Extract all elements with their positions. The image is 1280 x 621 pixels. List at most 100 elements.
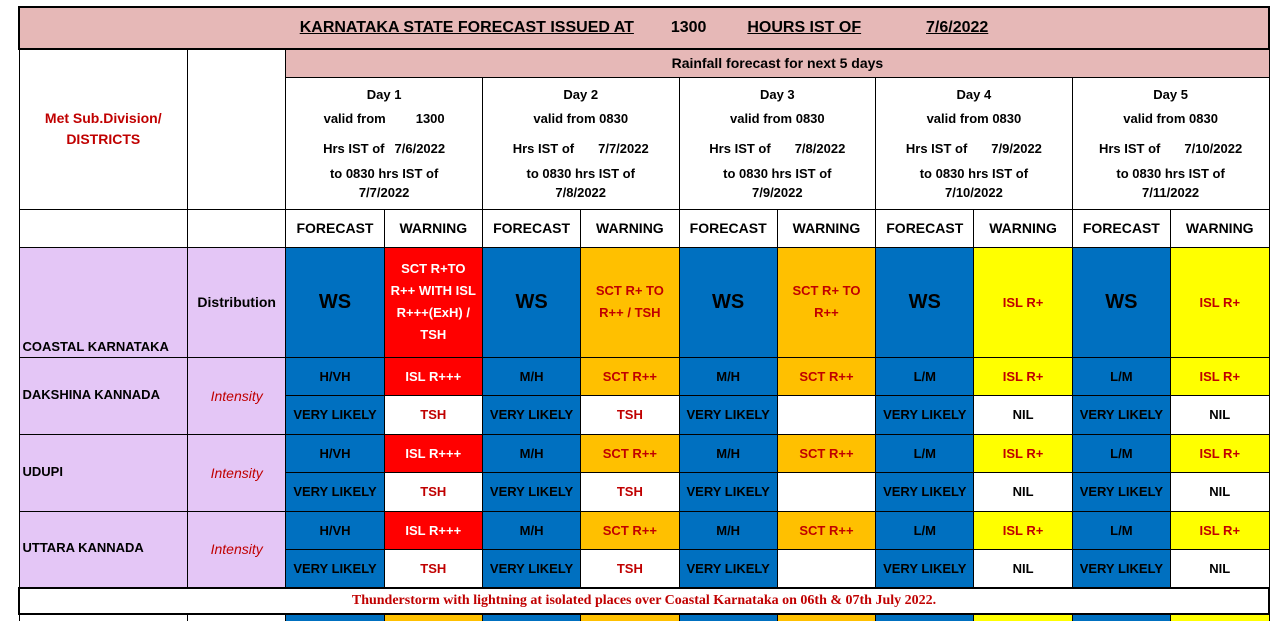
intensity-forecast: H/VH: [285, 356, 385, 396]
to-line: to 0830 hrs IST of: [723, 166, 832, 181]
thunderstorm-warning: NIL: [973, 471, 1073, 512]
valid-from-label: valid from 0830: [926, 111, 1022, 126]
day-title: Day 1: [366, 87, 402, 102]
distribution-warning: SCT R+ TO R++: [776, 246, 877, 358]
intensity-warning: SCT R++: [580, 433, 680, 473]
valid-date: 7/7/2022: [598, 141, 649, 156]
thunderstorm-warning: [776, 394, 877, 435]
thunderstorm-likelihood: VERY LIKELY: [875, 394, 975, 435]
intensity-warning: ISL R+: [973, 356, 1073, 396]
intensity-forecast: L/M: [1071, 356, 1172, 396]
distribution-warning: ISL R+: [973, 246, 1073, 358]
valid-from-label: valid from 0830: [533, 111, 629, 126]
issue-time: 1300: [670, 19, 707, 36]
blank-header-cell: [187, 48, 287, 210]
valid-from-label: valid from: [323, 111, 386, 126]
distribution-forecast: WS: [1071, 246, 1172, 358]
thunderstorm-likelihood: VERY LIKELY: [1071, 548, 1172, 589]
intensity-warning: SCT R++: [580, 356, 680, 396]
hrs-ist-label: Hrs IST of: [323, 141, 385, 156]
blank-subheader-cell: [18, 208, 189, 248]
thunderstorm-likelihood: VERY LIKELY: [285, 471, 385, 512]
intensity-forecast: M/H: [481, 356, 582, 396]
to-line: to 0830 hrs IST of: [526, 166, 635, 181]
forecast-sheet: KARNATAKA STATE FORECAST ISSUED AT 1300 …: [18, 6, 1270, 621]
intensity-warning: ISL R+: [1170, 433, 1270, 473]
thunderstorm-likelihood: VERY LIKELY: [1071, 471, 1172, 512]
thunderstorm-note: Thunderstorm with lightning at isolated …: [18, 587, 1270, 615]
to-line: to 0830 hrs IST of: [919, 166, 1029, 181]
valid-date: 7/10/2022: [1184, 141, 1243, 156]
day-title: Day 5: [1153, 87, 1188, 102]
thunderstorm-likelihood: VERY LIKELY: [285, 394, 385, 435]
forecast-column-header: FORECAST: [481, 208, 582, 248]
intensity-warning: ISL R+++: [383, 433, 483, 473]
distribution-warning: SCT R+ TO R++ / TSH: [580, 246, 680, 358]
thunderstorm-warning: TSH: [580, 548, 680, 589]
forecast-title: KARNATAKA STATE FORECAST ISSUED AT 1300 …: [18, 6, 1270, 50]
day-1-validity: Day 1 valid from 1300 Hrs IST of 7/6/2022 to …: [285, 76, 483, 210]
intensity-forecast: L/M: [1071, 433, 1172, 473]
intensity-forecast: H/VH: [285, 510, 385, 550]
to-date: 7/7/2022: [358, 185, 410, 200]
district-thunderstorm-row: VERY LIKELY TSH VERY LIKELY TSH VERY LIKELY V…: [19, 471, 1270, 512]
intensity-forecast: M/H: [481, 510, 582, 550]
forecast-column-header: FORECAST: [285, 208, 385, 248]
valid-date: 7/6/2022: [394, 141, 446, 156]
district-name: DAKSHINA KANNADA: [18, 356, 189, 435]
districts-label: DISTRICTS: [66, 131, 141, 148]
warning-column-header: WARNING: [1170, 208, 1270, 248]
warning-column-header: WARNING: [973, 208, 1073, 248]
intensity-forecast: L/M: [1071, 510, 1172, 550]
valid-date: 7/8/2022: [794, 141, 846, 156]
warning-column-header: WARNING: [776, 208, 877, 248]
distribution-warning: ISL R+: [1170, 246, 1270, 358]
forecast-column-header: FORECAST: [678, 208, 778, 248]
met-subdivision-header: Met Sub.Division/ DISTRICTS: [18, 48, 189, 210]
hrs-ist-line: Hrs IST of 7/6/2022: [287, 134, 482, 164]
district-thunderstorm-row: VERY LIKELY TSH VERY LIKELY TSH VERY LIKELY V…: [19, 548, 1270, 589]
thunderstorm-warning: NIL: [1170, 394, 1270, 435]
thunderstorm-likelihood: VERY LIKELY: [875, 471, 975, 512]
thunderstorm-likelihood: VERY LIKELY: [875, 548, 975, 589]
distribution-forecast: WS: [875, 246, 975, 358]
hrs-ist-label: Hrs IST of: [709, 141, 771, 156]
day-validity-row: Day 1 valid from 1300 Hrs IST of 7/6/2022 to …: [19, 76, 1270, 210]
to-line: to 0830 hrs IST of: [329, 166, 439, 181]
rainfall-heading: Rainfall forecast for next 5 days: [285, 48, 1270, 78]
forecast-body: COASTAL KARNATAKA Distribution WS SCT R+TO …: [18, 246, 1270, 589]
day-4-validity: Day 4 valid from 0830 Hrs IST of 7/9/2022 to…: [875, 76, 1073, 210]
to-line: to 0830 hrs IST of: [1116, 166, 1225, 181]
thunderstorm-warning: TSH: [383, 548, 483, 589]
thunderstorm-warning: TSH: [383, 471, 483, 512]
valid-from-line: valid from 0830: [483, 104, 678, 134]
day-3-validity: Day 3 valid from 0830 Hrs IST of 7/8/2022 to…: [678, 76, 877, 210]
thunderstorm-warning: NIL: [1170, 471, 1270, 512]
intensity-warning: SCT R++: [776, 510, 877, 550]
blank-subheader-cell: [187, 208, 287, 248]
distribution-forecast: WS: [678, 246, 778, 358]
valid-time: 1300: [415, 111, 445, 126]
valid-from-line: valid from 1300: [287, 104, 482, 134]
hours-label: HOURS IST OF: [747, 19, 862, 36]
thunderstorm-likelihood: VERY LIKELY: [481, 548, 582, 589]
intensity-warning: ISL R+++: [383, 356, 483, 396]
district-name: UTTARA KANNADA: [18, 510, 189, 589]
valid-from-line: valid from 0830: [1073, 104, 1268, 134]
to-date: 7/9/2022: [752, 185, 803, 200]
intensity-warning: SCT R++: [776, 433, 877, 473]
thunderstorm-warning: NIL: [973, 548, 1073, 589]
day-title: Day 3: [759, 87, 795, 102]
valid-from-line: valid from 0830: [877, 104, 1072, 134]
intensity-warning: ISL R+++: [383, 510, 483, 550]
district-intensity-row: UTTARA KANNADA Intensity H/VH ISL R+++ M/H SC…: [18, 510, 1270, 589]
intensity-forecast: L/M: [875, 510, 975, 550]
distribution-warning: SCT R+TO R++ WITH ISL R+++(ExH) / TSH: [383, 246, 483, 358]
district-thunderstorm-row: VERY LIKELY TSH VERY LIKELY TSH VERY LIKELY V…: [19, 394, 1270, 435]
next-section-strip: [18, 613, 1270, 621]
intensity-warning: ISL R+: [973, 433, 1073, 473]
day-2-validity: Day 2 valid from 0830 Hrs IST of 7/7/2022 to…: [481, 76, 680, 210]
hrs-ist-line: Hrs IST of 7/10/2022: [1073, 134, 1268, 164]
to-date: 7/8/2022: [555, 185, 607, 200]
intensity-warning: ISL R+: [973, 510, 1073, 550]
